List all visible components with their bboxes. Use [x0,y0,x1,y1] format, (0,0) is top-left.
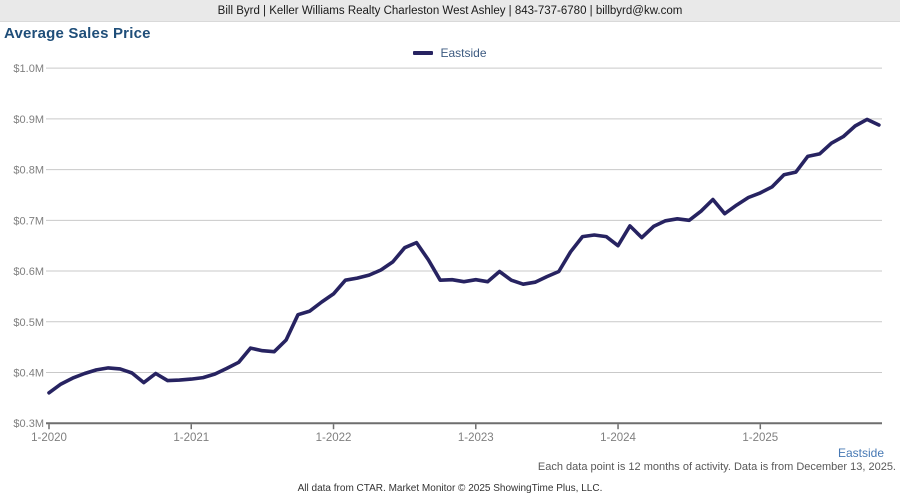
x-axis-label: 1-2024 [600,432,636,444]
x-axis-label: 1-2022 [316,432,352,444]
footer-attribution: All data from CTAR. Market Monitor © 202… [297,483,603,494]
y-axis-label: $1.0M [13,63,44,75]
x-axis-label: 1-2020 [31,432,67,444]
y-axis-label: $0.4M [13,367,44,379]
legend-line-swatch [413,51,434,55]
x-axis-label: 1-2021 [173,432,209,444]
y-axis-label: $0.3M [13,418,44,430]
x-axis-label: 1-2025 [742,432,778,444]
footnote: Each data point is 12 months of activity… [537,461,896,473]
y-axis-label: $0.7M [13,215,44,227]
series-label-bottom-right: Eastside [837,446,884,460]
legend: Eastside [0,46,900,60]
y-axis-label: $0.9M [13,114,44,126]
y-axis-label: $0.8M [13,165,44,177]
page-title: Average Sales Price [4,25,151,42]
x-axis-label: 1-2023 [458,432,494,444]
legend-label: Eastside [440,46,487,60]
y-axis-label: $0.6M [13,266,44,278]
header-bar: Bill Byrd | Keller Williams Realty Charl… [0,0,900,22]
price-trend-line [47,117,881,395]
header-contact-text: Bill Byrd | Keller Williams Realty Charl… [217,4,683,17]
y-axis-label: $0.5M [13,317,44,329]
